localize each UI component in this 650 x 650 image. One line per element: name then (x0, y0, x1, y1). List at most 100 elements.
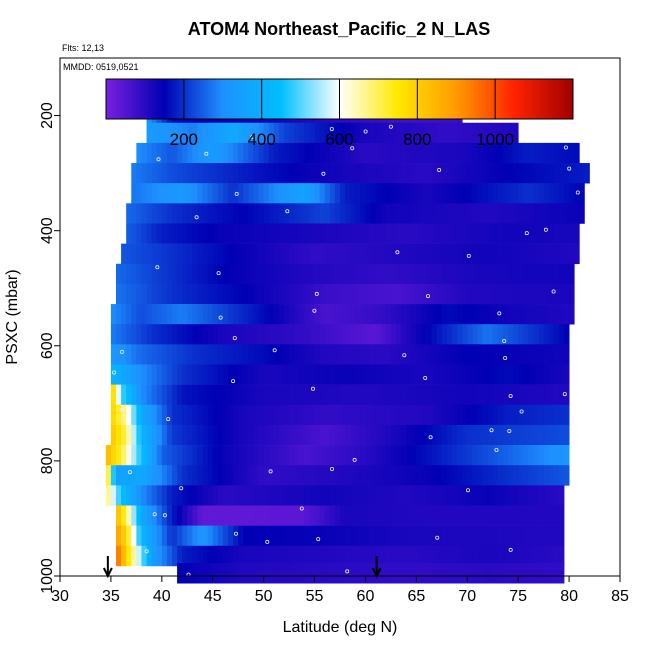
heatmap-cell (197, 505, 203, 526)
heatmap-cell (558, 324, 565, 345)
heatmap-cell (584, 163, 590, 184)
sample-marker (497, 311, 502, 316)
heatmap-cell (360, 203, 366, 224)
heatmap-cell (278, 304, 285, 325)
heatmap-cell (136, 304, 142, 325)
heatmap-cell (212, 122, 219, 144)
heatmap-cell (457, 445, 463, 466)
heatmap-cell (396, 485, 402, 506)
heatmap-cell (350, 223, 356, 244)
heatmap-cell (228, 424, 234, 446)
heatmap-cell (380, 223, 387, 244)
heatmap-cell (528, 505, 534, 526)
heatmap-cell (553, 563, 560, 584)
heatmap-cell (268, 163, 275, 184)
heatmap-cell (340, 424, 346, 446)
heatmap-cell (248, 163, 254, 184)
heatmap-cell (222, 525, 229, 547)
heatmap-cell (452, 223, 458, 244)
heatmap-cell (166, 465, 173, 486)
heatmap-cell (421, 424, 427, 446)
heatmap-cell (518, 384, 524, 406)
heatmap-cell (273, 545, 280, 567)
heatmap-cell (314, 525, 321, 547)
y-tick-label-4: 1000 (39, 558, 56, 594)
heatmap-cell (380, 324, 387, 345)
heatmap-cell (487, 404, 494, 426)
heatmap-cell (268, 344, 275, 365)
heatmap-cell (538, 404, 545, 426)
heatmap-cell (268, 445, 275, 466)
heatmap-cell (340, 183, 346, 204)
heatmap-cell (492, 485, 499, 506)
heatmap-cell (273, 243, 280, 265)
heatmap-cell (487, 163, 494, 184)
heatmap-cell (558, 465, 565, 486)
heatmap-cell (502, 485, 509, 506)
heatmap-cell (487, 505, 494, 526)
heatmap-cell (166, 122, 173, 144)
heatmap-cell (166, 243, 173, 265)
heatmap-cell (304, 445, 310, 466)
heatmap-cell (375, 545, 382, 567)
heatmap-cell (329, 485, 336, 506)
heatmap-cell (146, 122, 153, 144)
heatmap-cell (187, 304, 193, 325)
heatmap-cell (411, 142, 417, 164)
heatmap-cell (319, 424, 326, 446)
heatmap-cell (543, 344, 550, 365)
heatmap-cell (513, 163, 519, 184)
heatmap-cell (238, 465, 244, 486)
heatmap-cell (543, 243, 550, 265)
heatmap-cell (207, 142, 214, 164)
heatmap-cell (156, 324, 163, 345)
heatmap-cell (314, 122, 321, 144)
heatmap-cell (248, 324, 254, 345)
heatmap-cell (502, 525, 509, 547)
heatmap-cell (564, 445, 570, 466)
heatmap-cell (487, 424, 494, 446)
heatmap-cell (268, 505, 275, 526)
heatmap-cell (406, 304, 412, 325)
heatmap-cell (441, 243, 448, 265)
heatmap-cell (345, 384, 351, 406)
heatmap-cell (426, 223, 433, 244)
heatmap-cell (457, 283, 463, 305)
heatmap-cell (564, 324, 570, 345)
heatmap-cell (314, 183, 321, 204)
heatmap-cell (477, 183, 483, 204)
heatmap-cell (487, 364, 494, 385)
heatmap-cell (217, 263, 224, 285)
heatmap-cell (187, 545, 193, 567)
heatmap-cell (375, 122, 382, 144)
heatmap-cell (116, 344, 122, 365)
heatmap-cell (523, 283, 529, 305)
heatmap-cell (350, 324, 356, 345)
heatmap-cell (350, 563, 356, 584)
heatmap-cell (172, 465, 178, 486)
heatmap-cell (548, 223, 555, 244)
heatmap-cell (319, 465, 326, 486)
heatmap-cell (212, 304, 219, 325)
heatmap-cell (380, 465, 387, 486)
heatmap-cell (523, 142, 529, 164)
heatmap-cell (217, 485, 224, 506)
heatmap-cell (523, 525, 529, 547)
heatmap-cell (284, 324, 290, 345)
heatmap-cell (243, 445, 249, 466)
heatmap-cell (192, 344, 198, 365)
heatmap-cell (390, 485, 397, 506)
heatmap-cell (121, 525, 127, 547)
heatmap-cell (467, 404, 473, 426)
heatmap-cell (243, 344, 249, 365)
heatmap-cell (116, 465, 122, 486)
heatmap-cell (508, 304, 514, 325)
heatmap-cell (477, 263, 483, 285)
heatmap-cell (533, 203, 539, 224)
heatmap-cell (146, 525, 153, 547)
heatmap-cell (421, 465, 427, 486)
sample-marker (345, 569, 350, 574)
heatmap-cell (553, 445, 560, 466)
heatmap-cell (558, 243, 565, 265)
heatmap-cell (136, 364, 142, 385)
